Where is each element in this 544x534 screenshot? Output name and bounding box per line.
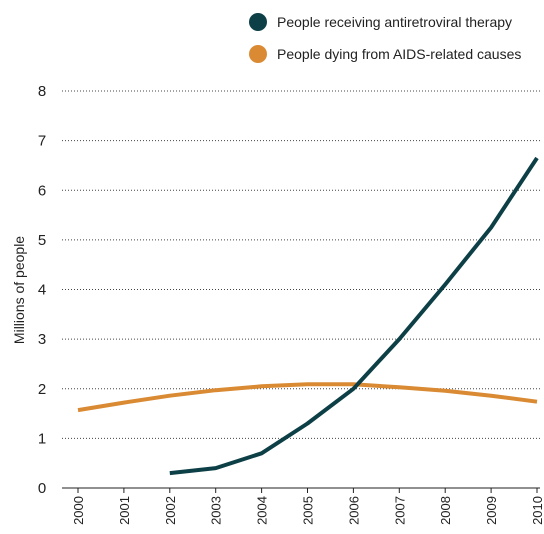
series-lines — [77, 156, 539, 476]
y-tick-label: 1 — [38, 430, 46, 447]
y-tick-label: 6 — [38, 182, 46, 199]
legend-label: People receiving antiretroviral therapy — [277, 14, 512, 30]
x-tick-label: 2000 — [71, 496, 86, 525]
x-tick-label: 2002 — [163, 496, 178, 525]
y-axis-label: Millions of people — [11, 236, 27, 344]
y-tick-label: 4 — [38, 282, 46, 299]
y-tick-label: 7 — [38, 133, 46, 150]
y-axis-ticks: 0 1 2 3 4 5 6 7 8 — [38, 83, 46, 497]
y-tick-label: 5 — [38, 232, 46, 249]
x-tick-label: 2001 — [117, 496, 132, 525]
series-line-0 — [169, 156, 539, 476]
x-tick-label: 2010 — [530, 496, 544, 525]
y-tick-label: 8 — [38, 83, 46, 100]
y-tick-label: 0 — [38, 480, 46, 497]
x-tick-label: 2005 — [301, 496, 316, 525]
x-tick-label: 2003 — [209, 496, 224, 525]
x-tick-label: 2006 — [346, 496, 361, 525]
x-axis-ticks: 2000 2001 2002 2003 2004 2005 2006 2007 2008 2009… — [71, 488, 544, 525]
y-tick-label: 3 — [38, 331, 46, 348]
legend-marker — [249, 13, 267, 31]
legend-marker — [249, 45, 267, 63]
x-tick-label: 2007 — [392, 496, 407, 525]
x-tick-label: 2009 — [484, 496, 499, 525]
legend: People receiving antiretroviral therapy P… — [249, 13, 521, 63]
y-tick-label: 2 — [38, 381, 46, 398]
x-tick-label: 2004 — [255, 496, 270, 525]
series-line-1 — [77, 382, 538, 413]
x-tick-label: 2008 — [438, 496, 453, 525]
legend-label: People dying from AIDS-related causes — [277, 46, 521, 62]
